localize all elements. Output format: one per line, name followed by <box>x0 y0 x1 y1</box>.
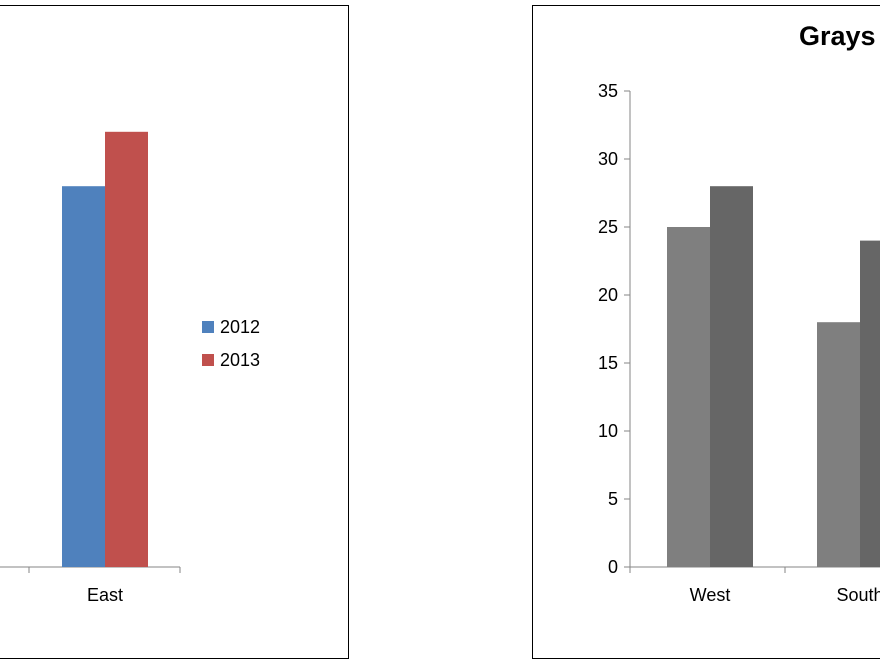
legend-swatch-2013 <box>202 354 214 366</box>
left-bar-chart: East 2012 2013 <box>0 131 260 605</box>
bar-west-series2 <box>710 186 753 567</box>
x-tick-label: West <box>690 585 731 605</box>
y-tick-label: 10 <box>598 421 618 441</box>
bar-west-series1 <box>667 227 710 567</box>
y-tick-label: 5 <box>608 489 618 509</box>
bar-east-2013 <box>105 131 148 568</box>
chart-title: Grays <box>799 21 876 51</box>
x-tick-label: South <box>836 585 880 605</box>
y-tick-label: 35 <box>598 81 618 101</box>
legend-label-2013: 2013 <box>220 350 260 370</box>
bar-east-2012 <box>62 186 105 567</box>
y-tick-label: 0 <box>608 557 618 577</box>
y-tick-label: 30 <box>598 149 618 169</box>
left-chart-panel: East 2012 2013 <box>0 5 349 659</box>
legend-swatch-2012 <box>202 321 214 333</box>
y-tick-label: 20 <box>598 285 618 305</box>
bar-south-series1 <box>817 322 860 567</box>
y-tick-label: 15 <box>598 353 618 373</box>
right-chart-panel: Grays 0 5 10 15 20 25 30 35 West South <box>532 5 880 659</box>
right-bar-chart: Grays 0 5 10 15 20 25 30 35 West South <box>598 21 880 605</box>
legend-label-2012: 2012 <box>220 317 260 337</box>
y-tick-label: 25 <box>598 217 618 237</box>
x-tick-label: East <box>87 585 123 605</box>
bar-south-series2 <box>860 240 880 567</box>
